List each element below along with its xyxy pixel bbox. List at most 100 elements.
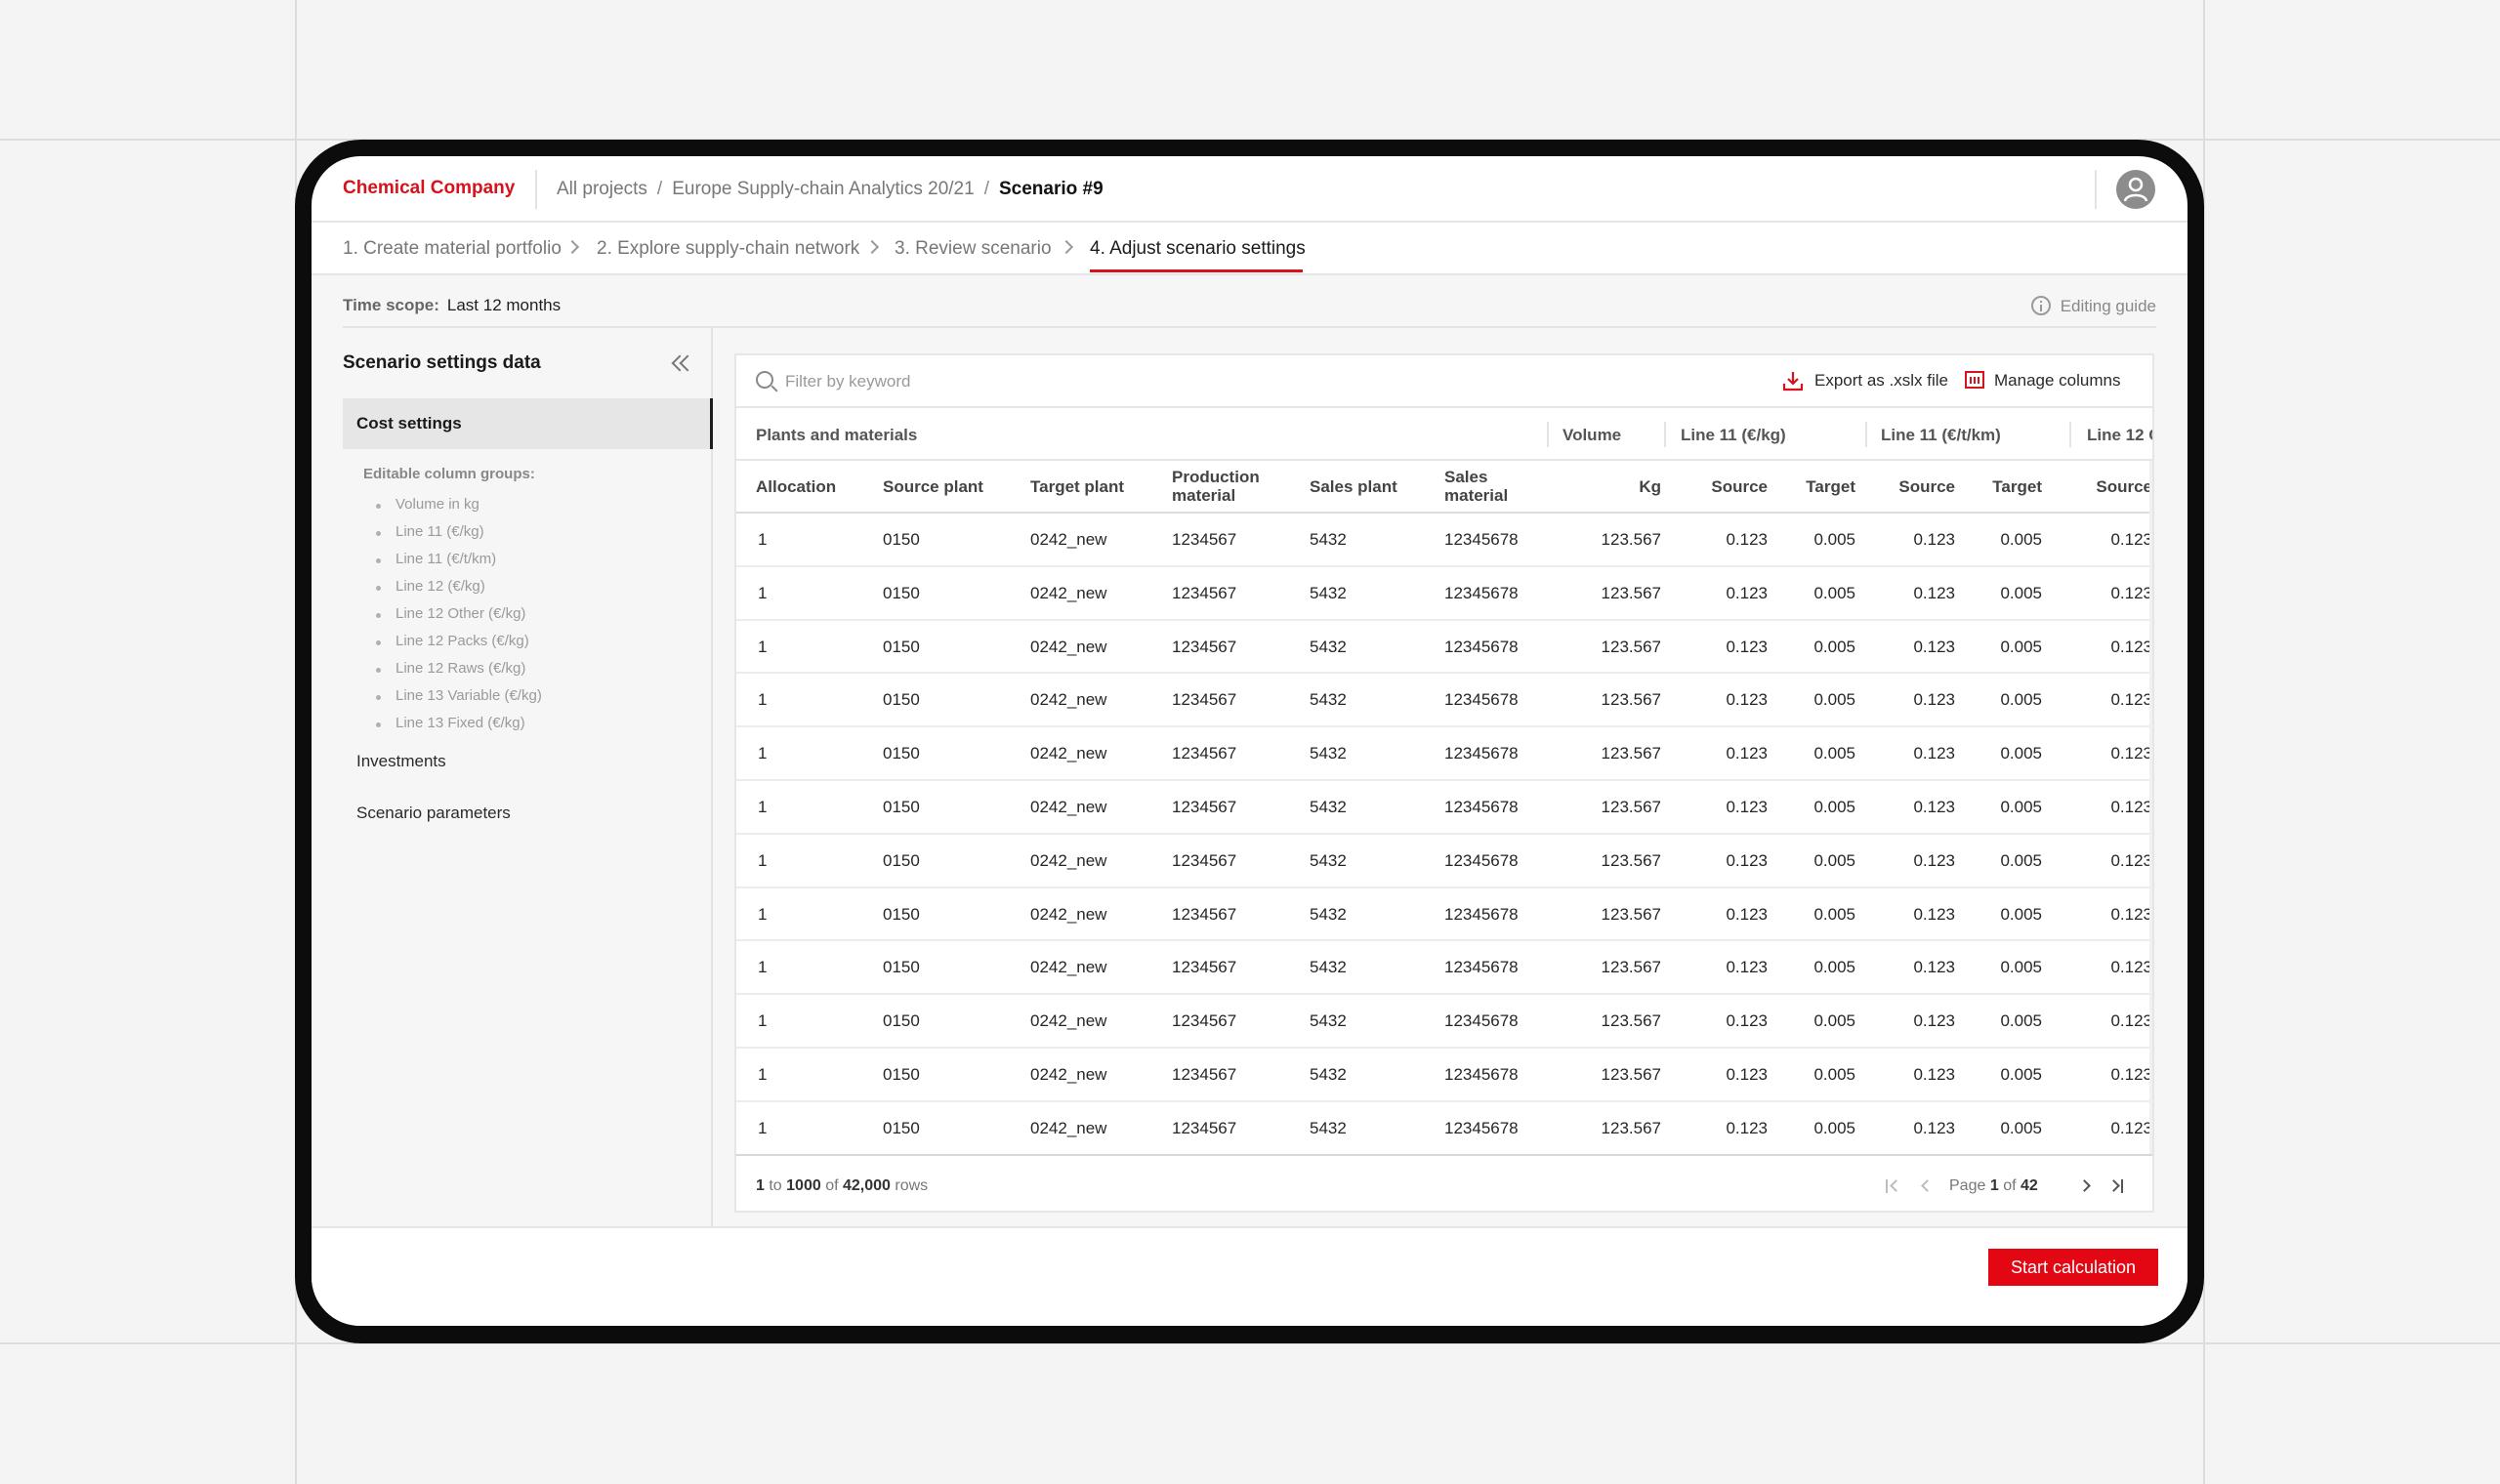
table-cell[interactable]: 0.005 — [2000, 850, 2042, 870]
table-cell[interactable]: 0.123 — [1913, 530, 1955, 549]
collapse-double-chevron-icon[interactable] — [668, 354, 696, 374]
table-cell[interactable]: 0.005 — [1813, 1011, 1855, 1031]
table-cell[interactable]: 0.123 — [2110, 958, 2152, 977]
table-cell[interactable]: 123.567 — [1601, 583, 1661, 602]
table-cell[interactable]: 12345678 — [1444, 958, 1519, 977]
table-cell[interactable]: 0150 — [883, 530, 920, 549]
table-cell[interactable]: 0.005 — [1813, 530, 1855, 549]
table-cell[interactable]: 0150 — [883, 958, 920, 977]
column-header[interactable]: Target plant — [1030, 477, 1125, 496]
start-calculation-button[interactable]: Start calculation — [1988, 1249, 2158, 1286]
table-cell[interactable]: 123.567 — [1601, 1064, 1661, 1084]
table-cell[interactable]: 0150 — [883, 744, 920, 763]
column-group-item[interactable]: Line 13 Variable (€/kg) — [376, 687, 542, 704]
table-cell[interactable]: 0.123 — [2110, 530, 2152, 549]
table-cell[interactable]: 0.123 — [1726, 637, 1768, 656]
table-cell[interactable]: 0.123 — [2110, 744, 2152, 763]
manage-columns-button[interactable]: Manage columns — [1994, 371, 2121, 390]
table-cell[interactable]: 1 — [758, 583, 768, 602]
table-cell[interactable]: 1 — [758, 1118, 768, 1137]
breadcrumb-project[interactable]: Europe Supply-chain Analytics 20/21 — [672, 179, 975, 199]
table-cell[interactable]: 5432 — [1310, 690, 1347, 710]
table-cell[interactable]: 0.005 — [2000, 904, 2042, 924]
table-cell[interactable]: 0.123 — [1913, 850, 1955, 870]
first-page-icon[interactable] — [1885, 1178, 1902, 1194]
column-header[interactable]: Target — [1992, 477, 2042, 496]
table-cell[interactable]: 0.123 — [1913, 958, 1955, 977]
table-cell[interactable]: 1234567 — [1172, 797, 1237, 816]
table-cell[interactable]: 0.123 — [1913, 583, 1955, 602]
table-cell[interactable]: 123.567 — [1601, 744, 1661, 763]
step-create-portfolio[interactable]: 1. Create material portfolio — [343, 238, 562, 259]
table-cell[interactable]: 5432 — [1310, 904, 1347, 924]
table-cell[interactable]: 1 — [758, 1064, 768, 1084]
table-cell[interactable]: 5432 — [1310, 583, 1347, 602]
table-cell[interactable]: 12345678 — [1444, 690, 1519, 710]
table-cell[interactable]: 0242_new — [1030, 690, 1107, 710]
table-cell[interactable]: 0.123 — [2110, 850, 2152, 870]
column-header[interactable]: Kg — [1639, 477, 1661, 496]
table-cell[interactable]: 0.123 — [2110, 797, 2152, 816]
table-row[interactable]: 1 0150 0242_new 1234567 5432 12345678 123.567 0… — [736, 995, 2152, 1049]
table-cell[interactable]: 0.123 — [2110, 1064, 2152, 1084]
sidebar-item-cost-settings[interactable]: Cost settings — [343, 398, 713, 449]
table-cell[interactable]: 1234567 — [1172, 850, 1237, 870]
table-cell[interactable]: 12345678 — [1444, 1011, 1519, 1031]
table-cell[interactable]: 1234567 — [1172, 1064, 1237, 1084]
column-group-item[interactable]: Line 11 (€/t/km) — [375, 551, 497, 567]
table-cell[interactable]: 0.123 — [1913, 1118, 1955, 1137]
table-cell[interactable]: 0.005 — [1813, 690, 1855, 710]
column-header[interactable]: Source — [1898, 477, 1955, 496]
table-cell[interactable]: 0.123 — [1913, 637, 1955, 656]
scrollbar[interactable] — [2149, 461, 2152, 1154]
table-cell[interactable]: 0.123 — [2110, 1118, 2152, 1137]
table-cell[interactable]: 123.567 — [1601, 530, 1661, 549]
table-cell[interactable]: 1234567 — [1172, 744, 1237, 763]
table-cell[interactable]: 12345678 — [1444, 850, 1519, 870]
table-cell[interactable]: 1234567 — [1172, 530, 1237, 549]
table-cell[interactable]: 0.005 — [1813, 850, 1855, 870]
table-cell[interactable]: 1 — [758, 690, 768, 710]
table-cell[interactable]: 12345678 — [1444, 583, 1519, 602]
step-adjust-settings[interactable]: 4. Adjust scenario settings — [1090, 238, 1306, 259]
search-input[interactable] — [785, 369, 1371, 394]
table-row[interactable]: 1 0150 0242_new 1234567 5432 12345678 123.567 0… — [736, 674, 2152, 728]
table-cell[interactable]: 0.005 — [2000, 1011, 2042, 1031]
table-cell[interactable]: 0.123 — [1726, 904, 1768, 924]
table-cell[interactable]: 123.567 — [1601, 850, 1661, 870]
table-cell[interactable]: 0.005 — [1813, 583, 1855, 602]
table-cell[interactable]: 123.567 — [1601, 637, 1661, 656]
table-row[interactable]: 1 0150 0242_new 1234567 5432 12345678 123.567 0… — [736, 567, 2152, 621]
table-cell[interactable]: 12345678 — [1444, 1064, 1519, 1084]
table-cell[interactable]: 0.123 — [1913, 744, 1955, 763]
table-cell[interactable]: 0150 — [883, 850, 920, 870]
table-cell[interactable]: 0150 — [883, 1118, 920, 1137]
table-cell[interactable]: 0.123 — [1913, 797, 1955, 816]
table-cell[interactable]: 123.567 — [1601, 1118, 1661, 1137]
table-cell[interactable]: 5432 — [1310, 637, 1347, 656]
column-group-item[interactable]: Line 13 Fixed (€/kg) — [376, 715, 525, 731]
column-group-item[interactable]: Volume in kg — [376, 496, 479, 513]
table-cell[interactable]: 5432 — [1310, 1064, 1347, 1084]
column-header[interactable]: Allocation — [756, 477, 837, 496]
table-cell[interactable]: 0242_new — [1030, 1011, 1107, 1031]
table-cell[interactable]: 123.567 — [1601, 797, 1661, 816]
table-cell[interactable]: 0.123 — [1726, 530, 1768, 549]
column-header[interactable]: Source — [2096, 477, 2152, 496]
table-cell[interactable]: 5432 — [1310, 797, 1347, 816]
table-cell[interactable]: 1 — [758, 958, 768, 977]
table-cell[interactable]: 0.123 — [2110, 904, 2152, 924]
brand-logo[interactable]: Chemical Company — [343, 178, 516, 198]
table-cell[interactable]: 0.123 — [1913, 904, 1955, 924]
table-cell[interactable]: 12345678 — [1444, 530, 1519, 549]
table-cell[interactable]: 0150 — [883, 583, 920, 602]
table-cell[interactable]: 0242_new — [1030, 850, 1107, 870]
step-review-scenario[interactable]: 3. Review scenario — [895, 238, 1052, 259]
table-cell[interactable]: 0242_new — [1030, 958, 1107, 977]
prev-page-icon[interactable] — [1918, 1178, 1934, 1194]
column-group-item[interactable]: Line 11 (€/kg) — [376, 523, 484, 540]
table-cell[interactable]: 0.005 — [2000, 637, 2042, 656]
column-group-item[interactable]: Line 12 Packs (€/kg) — [376, 633, 529, 649]
sidebar-item-investments[interactable]: Investments — [356, 752, 446, 770]
table-cell[interactable]: 1234567 — [1172, 583, 1237, 602]
